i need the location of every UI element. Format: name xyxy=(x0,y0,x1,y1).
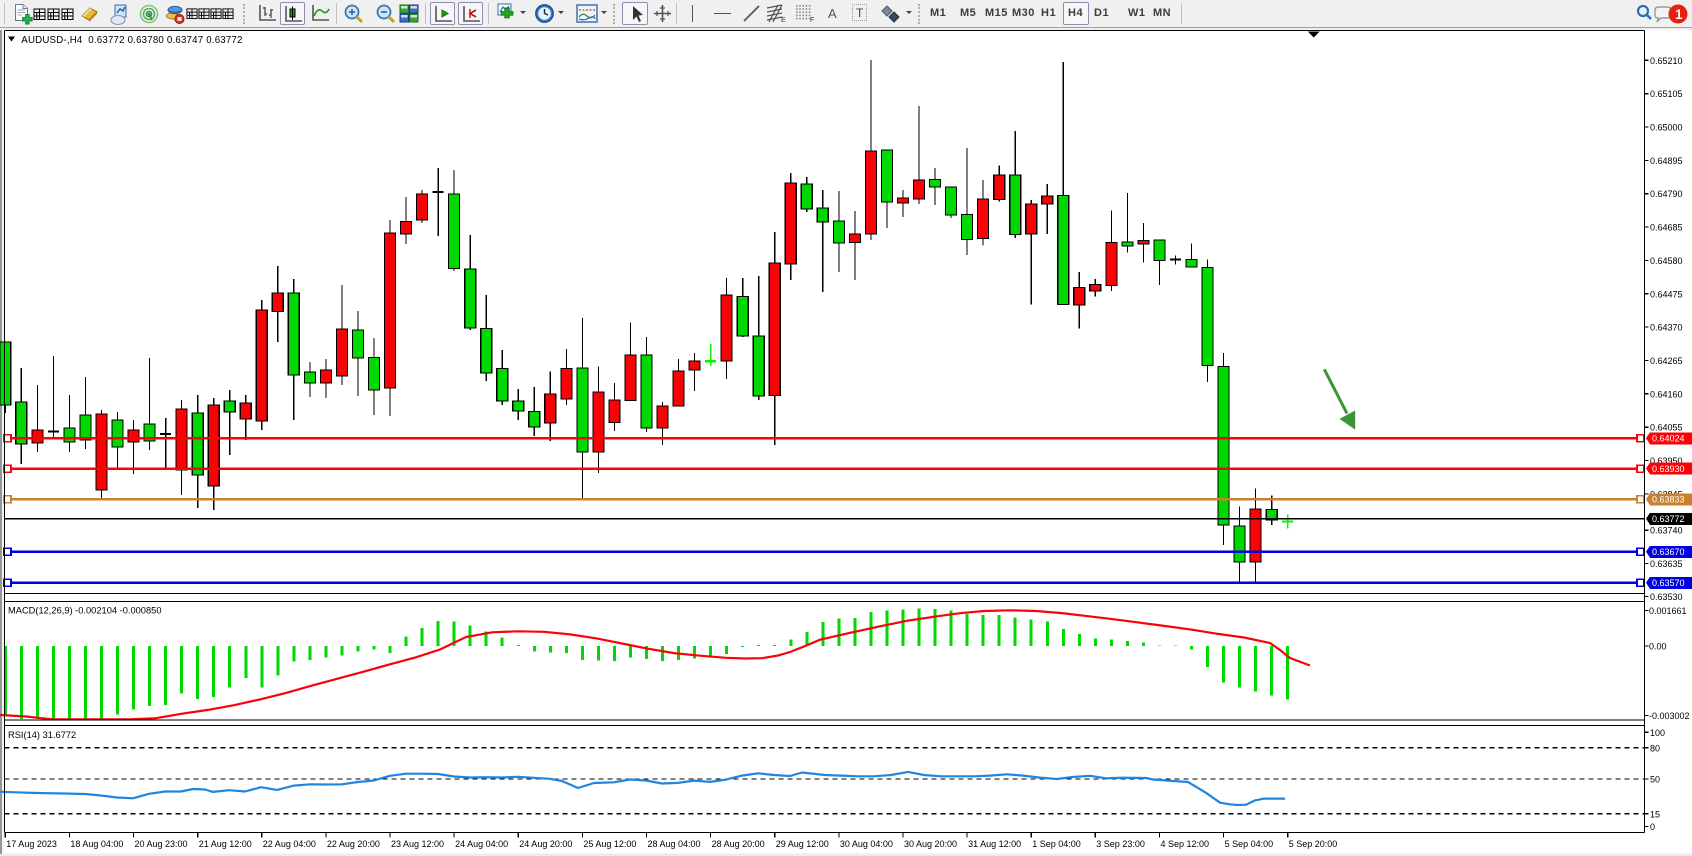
svg-text:-0.003002: -0.003002 xyxy=(1649,711,1690,721)
svg-text:25 Aug 12:00: 25 Aug 12:00 xyxy=(583,839,636,849)
svg-text:1: 1 xyxy=(1675,7,1683,22)
svg-text:21 Aug 12:00: 21 Aug 12:00 xyxy=(199,839,252,849)
svg-text:0.64024: 0.64024 xyxy=(1652,434,1685,444)
svg-text:0.64370: 0.64370 xyxy=(1650,323,1683,333)
svg-text:0.63772: 0.63772 xyxy=(1652,514,1685,524)
svg-text:E: E xyxy=(781,17,786,23)
svg-text:0.64580: 0.64580 xyxy=(1650,256,1683,266)
svg-text:MACD(12,26,9) -0.002104 -0.000: MACD(12,26,9) -0.002104 -0.000850 xyxy=(8,606,162,616)
svg-text:30 Aug 20:00: 30 Aug 20:00 xyxy=(904,839,957,849)
svg-text:0.64265: 0.64265 xyxy=(1650,356,1683,366)
svg-text:0.63570: 0.63570 xyxy=(1652,578,1685,588)
svg-text:4 Sep 12:00: 4 Sep 12:00 xyxy=(1161,839,1210,849)
svg-text:80: 80 xyxy=(1650,743,1660,753)
svg-text:20 Aug 23:00: 20 Aug 23:00 xyxy=(135,839,188,849)
svg-text:28 Aug 04:00: 28 Aug 04:00 xyxy=(648,839,701,849)
svg-text:5 Sep 04:00: 5 Sep 04:00 xyxy=(1225,839,1274,849)
svg-text:0.65000: 0.65000 xyxy=(1650,123,1683,133)
svg-text:AUDUSD-,H4 0.63772 0.63780 0.: AUDUSD-,H4 0.63772 0.63780 0.63747 0.637… xyxy=(21,35,242,46)
svg-text:RSI(14) 31.6772: RSI(14) 31.6772 xyxy=(8,730,76,740)
svg-text:0.001661: 0.001661 xyxy=(1649,606,1687,616)
svg-text:5 Sep 20:00: 5 Sep 20:00 xyxy=(1289,839,1338,849)
svg-text:22 Aug 04:00: 22 Aug 04:00 xyxy=(263,839,316,849)
svg-text:100: 100 xyxy=(1650,728,1665,738)
svg-text:0.65210: 0.65210 xyxy=(1650,56,1683,66)
svg-text:0.63635: 0.63635 xyxy=(1650,559,1683,569)
svg-text:1 Sep 04:00: 1 Sep 04:00 xyxy=(1032,839,1081,849)
svg-text:F: F xyxy=(810,17,814,23)
svg-text:0.63833: 0.63833 xyxy=(1652,495,1685,505)
svg-text:50: 50 xyxy=(1650,775,1660,785)
svg-text:22 Aug 20:00: 22 Aug 20:00 xyxy=(327,839,380,849)
svg-text:28 Aug 20:00: 28 Aug 20:00 xyxy=(712,839,765,849)
svg-text:30 Aug 04:00: 30 Aug 04:00 xyxy=(840,839,893,849)
svg-text:24 Aug 04:00: 24 Aug 04:00 xyxy=(455,839,508,849)
svg-text:0.63670: 0.63670 xyxy=(1652,547,1685,557)
svg-text:0.00: 0.00 xyxy=(1649,642,1667,652)
svg-text:15: 15 xyxy=(1650,809,1660,819)
svg-text:3 Sep 23:00: 3 Sep 23:00 xyxy=(1096,839,1145,849)
svg-text:0.63740: 0.63740 xyxy=(1650,526,1683,536)
svg-text:0.64895: 0.64895 xyxy=(1650,156,1683,166)
svg-text:24 Aug 20:00: 24 Aug 20:00 xyxy=(519,839,572,849)
svg-text:29 Aug 12:00: 29 Aug 12:00 xyxy=(776,839,829,849)
svg-text:0.64790: 0.64790 xyxy=(1650,189,1683,199)
svg-text:0.63930: 0.63930 xyxy=(1652,464,1685,474)
svg-text:0.63950: 0.63950 xyxy=(1650,456,1683,466)
svg-text:0.64475: 0.64475 xyxy=(1650,289,1683,299)
svg-text:18 Aug 04:00: 18 Aug 04:00 xyxy=(70,839,123,849)
svg-text:0.65105: 0.65105 xyxy=(1650,89,1683,99)
svg-text:31 Aug 12:00: 31 Aug 12:00 xyxy=(968,839,1021,849)
svg-text:17 Aug 2023: 17 Aug 2023 xyxy=(6,839,57,849)
svg-text:23 Aug 12:00: 23 Aug 12:00 xyxy=(391,839,444,849)
svg-text:0.64055: 0.64055 xyxy=(1650,423,1683,433)
svg-text:0.64160: 0.64160 xyxy=(1650,389,1683,399)
svg-text:0.64685: 0.64685 xyxy=(1650,223,1683,233)
svg-text:0: 0 xyxy=(1650,822,1655,832)
svg-text:0.63530: 0.63530 xyxy=(1650,592,1683,602)
